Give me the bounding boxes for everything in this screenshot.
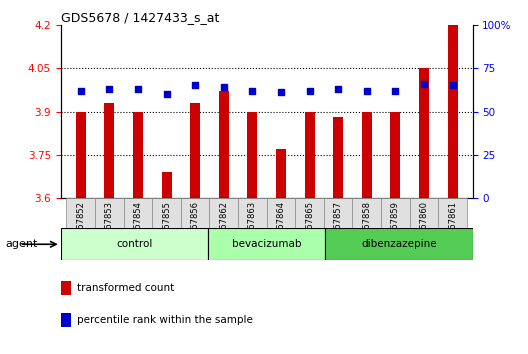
Bar xyxy=(353,198,381,260)
Bar xyxy=(295,198,324,260)
Text: GSM967860: GSM967860 xyxy=(419,201,428,252)
Text: GSM967863: GSM967863 xyxy=(248,201,257,252)
Bar xyxy=(325,228,473,260)
Point xyxy=(363,88,371,93)
Bar xyxy=(152,198,181,260)
Point xyxy=(305,88,314,93)
Bar xyxy=(61,281,71,295)
Point xyxy=(105,86,114,92)
Text: control: control xyxy=(116,239,153,249)
Text: GSM967864: GSM967864 xyxy=(277,201,286,252)
Bar xyxy=(324,198,353,260)
Text: GSM967857: GSM967857 xyxy=(334,201,343,252)
Bar xyxy=(67,198,95,260)
Text: GSM967858: GSM967858 xyxy=(362,201,371,252)
Bar xyxy=(208,228,325,260)
Bar xyxy=(333,117,343,198)
Text: dibenzazepine: dibenzazepine xyxy=(361,239,437,249)
Text: GSM967856: GSM967856 xyxy=(191,201,200,252)
Text: transformed count: transformed count xyxy=(77,283,174,293)
Bar xyxy=(190,103,200,198)
Point xyxy=(134,86,142,92)
Bar xyxy=(247,112,257,198)
Bar xyxy=(181,198,210,260)
Bar xyxy=(105,103,115,198)
Text: GSM967862: GSM967862 xyxy=(219,201,228,252)
Bar xyxy=(162,172,172,198)
Bar xyxy=(419,68,429,198)
Bar xyxy=(438,198,467,260)
Point xyxy=(448,82,457,88)
Bar xyxy=(267,198,295,260)
Bar xyxy=(210,198,238,260)
Bar xyxy=(238,198,267,260)
Bar xyxy=(76,112,86,198)
Text: agent: agent xyxy=(5,239,37,249)
Bar xyxy=(410,198,438,260)
Text: GSM967853: GSM967853 xyxy=(105,201,114,252)
Point xyxy=(162,91,171,97)
Bar xyxy=(390,112,400,198)
Bar xyxy=(362,112,372,198)
Text: GSM967865: GSM967865 xyxy=(305,201,314,252)
Bar xyxy=(381,198,410,260)
Point xyxy=(277,90,285,95)
Bar xyxy=(61,313,71,327)
Bar xyxy=(95,198,124,260)
Text: GSM967855: GSM967855 xyxy=(162,201,171,252)
Text: GSM967854: GSM967854 xyxy=(134,201,143,252)
Text: GSM967852: GSM967852 xyxy=(76,201,85,252)
Text: GSM967861: GSM967861 xyxy=(448,201,457,252)
Point xyxy=(391,88,400,93)
Point xyxy=(191,82,200,88)
Bar xyxy=(219,91,229,198)
Point xyxy=(77,88,85,93)
Bar xyxy=(276,149,286,198)
Bar xyxy=(305,112,315,198)
Text: percentile rank within the sample: percentile rank within the sample xyxy=(77,315,253,325)
Bar xyxy=(448,25,458,198)
Point xyxy=(248,88,257,93)
Bar xyxy=(124,198,152,260)
Point xyxy=(420,81,428,87)
Point xyxy=(220,84,228,90)
Text: bevacizumab: bevacizumab xyxy=(232,239,301,249)
Bar xyxy=(61,228,208,260)
Text: GSM967859: GSM967859 xyxy=(391,201,400,252)
Bar xyxy=(133,112,143,198)
Text: GDS5678 / 1427433_s_at: GDS5678 / 1427433_s_at xyxy=(61,11,219,24)
Point xyxy=(334,86,342,92)
